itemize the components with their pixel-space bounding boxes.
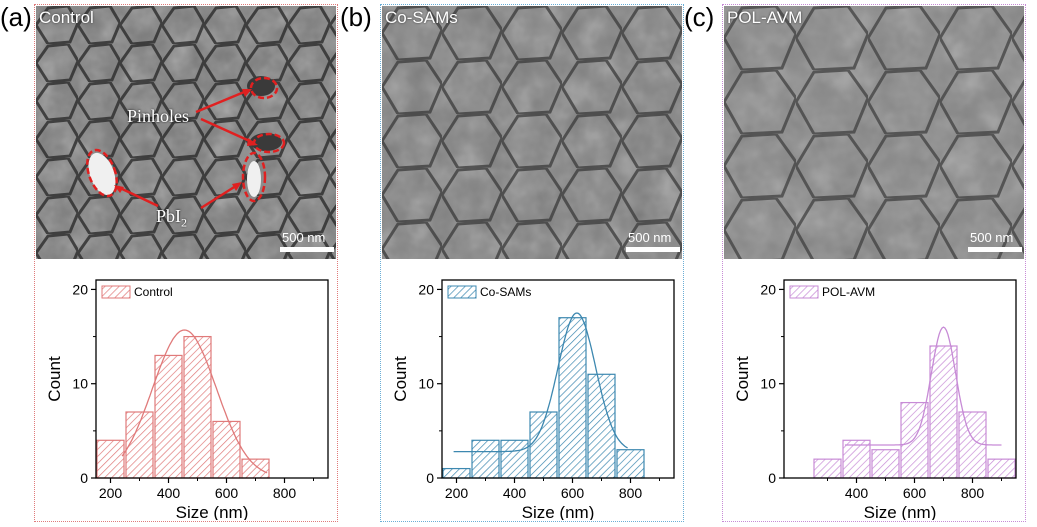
x-tick-label-400: 400	[157, 485, 181, 501]
panel-box-b	[380, 4, 684, 522]
x-axis-label: Size (nm)	[522, 503, 595, 520]
histogram-control: 200 400 600 800 0 10 20 Size (nm) Count Control	[36, 270, 336, 525]
plot-frame	[441, 279, 675, 479]
panel-letter-c: (c)	[684, 2, 715, 32]
y-tick-label-20: 20	[418, 281, 434, 297]
bar-700	[587, 373, 616, 479]
histogram-control-svg: 200 400 600 800 0 10 20 Size (nm) Count Control	[45, 279, 329, 522]
histogram-pol-avm-svg: 400 600 800 0 10 20 Size (nm) Count POL-AVM	[733, 279, 1017, 522]
plot-frame	[783, 279, 1017, 479]
x-tick-label-400: 400	[503, 485, 527, 501]
bar-500	[871, 449, 900, 479]
panel-box-a	[34, 4, 338, 522]
bar-600	[558, 317, 587, 479]
bar-700	[929, 345, 958, 479]
legend-swatch	[789, 285, 819, 299]
legend-label: Co-SAMs	[480, 285, 531, 299]
histogram-co-sams-svg: 200 400 600 800 0 10 20 Size (nm) Count Co-SAMs	[391, 279, 675, 522]
legend-label: Control	[134, 285, 173, 299]
annotation-pbi2-text: PbI	[156, 206, 182, 226]
y-tick-label-10: 10	[418, 376, 434, 392]
panel-letter-b: (b)	[340, 2, 372, 32]
y-axis-label: Count	[733, 356, 752, 402]
bar-300	[471, 439, 500, 479]
scalebar-label-control: 500 nm	[282, 230, 326, 245]
sem-image-co-sams: Co-SAMs 500 nm	[382, 6, 682, 259]
bar-800	[958, 411, 987, 479]
annotation-pbi2-subscript: 2	[181, 215, 188, 230]
sem-texture-control	[36, 6, 336, 259]
x-tick-label-400: 400	[845, 485, 869, 501]
x-tick-label-200: 200	[99, 485, 123, 501]
x-tick-label-800: 800	[619, 485, 643, 501]
y-tick-label-10: 10	[760, 376, 776, 392]
legend-swatch	[447, 285, 477, 299]
bar-400	[154, 354, 183, 479]
x-tick-label-600: 600	[903, 485, 927, 501]
bar-400	[842, 439, 871, 479]
histogram-co-sams: 200 400 600 800 0 10 20 Size (nm) Count Co-SAMs	[382, 270, 682, 525]
annotation-pinholes: Pinholes	[127, 106, 190, 126]
fit-curve	[844, 326, 1002, 446]
y-tick-label-0: 0	[80, 470, 88, 486]
legend-swatch	[101, 285, 131, 299]
bar-300	[813, 458, 842, 479]
scalebar-label-pol-avm: 500 nm	[970, 230, 1014, 245]
fit-curve	[453, 312, 628, 453]
sem-label-control: Control	[39, 8, 94, 27]
x-tick-label-600: 600	[215, 485, 239, 501]
scalebar-co-sams	[626, 247, 680, 252]
bar-700	[241, 458, 270, 479]
sem-label-co-sams: Co-SAMs	[385, 8, 458, 27]
y-tick-label-0: 0	[768, 470, 776, 486]
scalebar-label-co-sams: 500 nm	[628, 230, 672, 245]
x-tick-label-800: 800	[273, 485, 297, 501]
y-tick-label-0: 0	[426, 470, 434, 486]
sem-texture-co-sams	[382, 6, 682, 259]
scalebar-control	[280, 247, 334, 252]
annotation-pbi2: PbI2	[156, 206, 187, 231]
fit-curve	[121, 329, 268, 474]
panel-box-c	[722, 4, 1026, 522]
x-tick-label-600: 600	[561, 485, 585, 501]
bar-800	[616, 449, 645, 479]
bar-600	[212, 420, 241, 479]
histogram-pol-avm: 400 600 800 0 10 20 Size (nm) Count POL-AVM	[724, 270, 1024, 525]
x-axis-label: Size (nm)	[864, 503, 937, 520]
sem-texture-pol-avm	[724, 6, 1024, 259]
panel-letter-a: (a)	[0, 2, 32, 32]
sem-label-pol-avm: POL-AVM	[727, 8, 803, 27]
sem-image-control: Control Pinholes PbI2 500 nm	[36, 6, 336, 259]
x-tick-label-800: 800	[961, 485, 985, 501]
legend-label: POL-AVM	[822, 285, 875, 299]
bar-400	[500, 439, 529, 479]
scalebar-pol-avm	[968, 247, 1022, 252]
bar-200	[96, 439, 125, 479]
y-axis-label: Count	[391, 356, 410, 402]
y-tick-label-10: 10	[72, 376, 88, 392]
x-tick-label-200: 200	[445, 485, 469, 501]
bar-500	[183, 335, 212, 479]
y-tick-label-20: 20	[72, 281, 88, 297]
y-tick-label-20: 20	[760, 281, 776, 297]
bar-900	[987, 458, 1016, 479]
x-axis-label: Size (nm)	[176, 503, 249, 520]
sem-image-pol-avm: POL-AVM 500 nm	[724, 6, 1024, 259]
bar-200	[442, 467, 471, 479]
y-axis-label: Count	[45, 356, 64, 402]
plot-frame	[95, 279, 329, 479]
